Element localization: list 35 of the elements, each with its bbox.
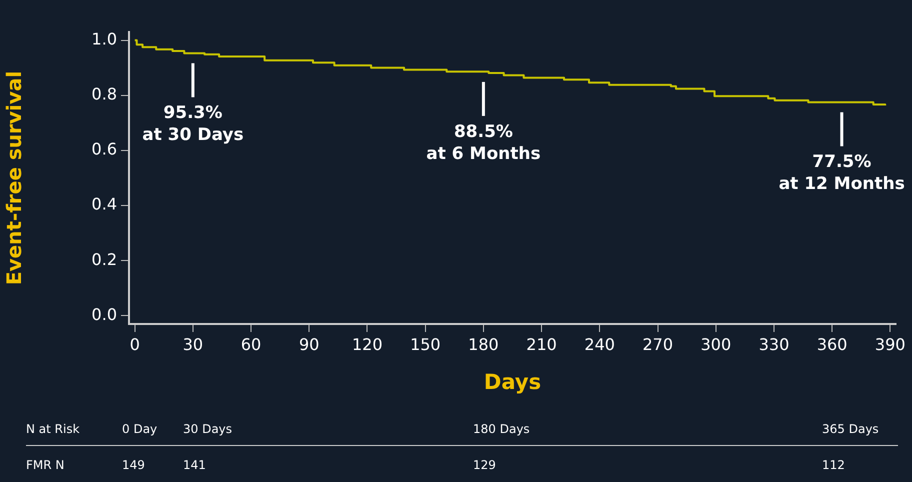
x-tick-label: 90: [298, 334, 320, 354]
x-tick-label: 360: [816, 334, 848, 354]
x-axis-title: Days: [484, 370, 542, 394]
text: 0 Day: [122, 422, 158, 436]
text: N at Risk: [26, 422, 80, 436]
x-tick-label: 330: [758, 334, 790, 354]
text: 30 Days: [183, 422, 232, 436]
x-tick-label: 150: [410, 334, 441, 354]
text: 112: [822, 458, 845, 472]
y-tick-label: 1.0: [92, 29, 117, 48]
text: FMR N: [26, 458, 64, 472]
text: 129: [473, 458, 496, 472]
x-tick-label: 210: [526, 334, 557, 354]
x-tick-label: 300: [700, 334, 732, 354]
y-tick-label: 0.4: [92, 194, 117, 214]
text: 180 Days: [473, 422, 530, 436]
x-tick-label: 60: [240, 334, 262, 354]
y-axis-title: Event-free survival: [2, 70, 26, 286]
text: 365 Days: [822, 422, 879, 436]
y-tick-label: 0.6: [92, 140, 117, 159]
x-tick-label: 120: [352, 334, 383, 354]
annotation: 95.3% at 30 Days: [142, 103, 244, 146]
text: 141: [183, 458, 206, 472]
annotation: 77.5% at 12 Months: [778, 152, 905, 194]
y-tick-label: 0.2: [92, 250, 117, 269]
x-tick-label: 270: [642, 334, 674, 354]
y-tick-label: 0.8: [92, 84, 117, 104]
x-tick-label: 180: [468, 334, 499, 354]
text: 149: [122, 458, 145, 472]
x-tick-label: 390: [874, 334, 906, 354]
x-tick-label: 240: [584, 334, 615, 354]
x-tick-label: 30: [182, 334, 204, 354]
y-tick-label: 0.0: [92, 304, 117, 324]
x-tick-label: 0: [130, 334, 140, 354]
annotation: 88.5% at 6 Months: [426, 122, 541, 164]
